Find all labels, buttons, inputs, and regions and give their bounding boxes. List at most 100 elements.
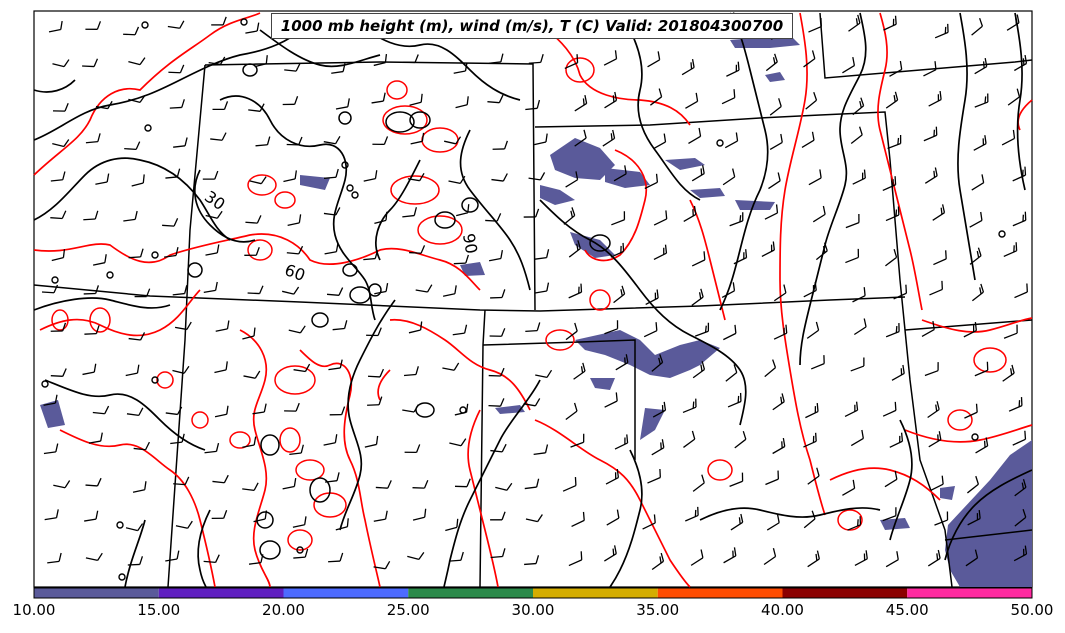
wind-barb	[692, 361, 706, 379]
wind-barb	[95, 173, 110, 185]
wind-barb	[765, 53, 778, 72]
wind-barb	[848, 14, 861, 32]
wind-barb	[967, 475, 980, 494]
wind-barb	[489, 328, 506, 337]
wind-barb	[807, 550, 820, 568]
wind-barb	[924, 362, 939, 377]
wind-barb	[602, 129, 616, 147]
wind-barb	[249, 176, 267, 185]
wind-barb	[490, 548, 506, 559]
wind-barb	[488, 367, 505, 377]
wind-barb	[850, 126, 863, 145]
wind-barb	[534, 249, 550, 260]
wind-barb	[615, 354, 629, 371]
wind-barb	[812, 205, 826, 223]
wind-barb	[525, 99, 541, 111]
wind-barb	[204, 442, 220, 454]
wind-barb	[765, 470, 780, 486]
wind-barb	[764, 359, 777, 378]
wind-barb	[525, 514, 543, 523]
wind-barb	[768, 172, 781, 190]
wind-barb	[603, 50, 618, 66]
wind-barb	[282, 477, 297, 490]
wind-barb	[172, 365, 190, 374]
wind-barb	[803, 510, 816, 529]
wind-barb	[1012, 166, 1027, 182]
wind-barb	[565, 402, 578, 421]
wind-barb	[325, 472, 340, 483]
wind-barb	[721, 89, 736, 105]
wind-barb	[170, 433, 185, 445]
wind-barb	[167, 20, 185, 29]
wind-barb	[729, 472, 744, 487]
wind-barb	[288, 325, 306, 334]
wind-barb	[885, 323, 900, 338]
wind-barb	[363, 250, 379, 261]
wind-barb	[803, 281, 817, 298]
wind-barb	[974, 361, 989, 377]
wind-barb	[933, 250, 947, 266]
wind-barb	[173, 137, 188, 148]
wind-barb	[571, 511, 585, 527]
wind-barb	[85, 477, 102, 487]
wind-barb	[565, 322, 578, 341]
wind-barb	[373, 561, 391, 570]
wind-barb	[410, 132, 425, 145]
wind-barb	[725, 364, 738, 382]
wind-barb	[773, 284, 787, 302]
wind-barb	[364, 435, 379, 448]
wind-barb	[328, 552, 344, 563]
wind-barb	[131, 174, 145, 187]
wind-barb	[613, 285, 626, 304]
wind-barb	[248, 554, 264, 565]
wind-barb	[289, 444, 304, 456]
wind-barb	[292, 516, 307, 528]
colorbar-tick-label: 35.00	[636, 601, 680, 619]
wind-barb	[1008, 397, 1023, 412]
wind-barb	[928, 431, 942, 448]
wind-barb	[885, 206, 900, 222]
wind-barb	[172, 285, 188, 296]
wind-barb	[41, 284, 59, 294]
wind-barb	[374, 211, 388, 225]
wind-barb	[803, 50, 816, 68]
wind-barb	[524, 478, 540, 490]
colorbar-tick-label: 20.00	[262, 601, 305, 619]
wind-barb	[44, 509, 59, 521]
wind-barb	[174, 321, 192, 331]
wind-barb	[95, 100, 113, 110]
wind-barb	[126, 407, 144, 417]
wind-barb	[929, 280, 943, 296]
wind-barb	[523, 398, 541, 407]
wind-barb	[882, 401, 897, 417]
colorbar-segment	[34, 588, 159, 598]
wind-barb	[287, 214, 302, 227]
wind-barb	[367, 396, 383, 406]
wind-barb	[83, 285, 100, 295]
wind-barb	[444, 136, 462, 145]
wind-barb	[492, 140, 509, 150]
wind-barb	[173, 476, 190, 486]
wind-barb	[927, 549, 941, 567]
wind-barb	[885, 551, 899, 568]
wind-barb	[455, 96, 469, 109]
wind-barb	[128, 94, 146, 104]
wind-barb	[248, 103, 265, 112]
wind-barb	[647, 468, 661, 484]
wind-barb	[375, 480, 392, 489]
wind-barb	[923, 61, 937, 77]
wind-barb	[729, 212, 744, 227]
wind-barb	[124, 141, 141, 151]
wind-barb	[773, 324, 788, 340]
wind-barb	[214, 361, 228, 374]
wind-barb	[852, 169, 866, 185]
wind-barb	[889, 432, 904, 448]
wind-barb	[803, 432, 817, 448]
wind-barb	[562, 477, 577, 492]
wind-barb	[47, 552, 62, 564]
wind-barb	[442, 285, 457, 297]
wind-barb	[211, 16, 227, 26]
wind-barb	[255, 136, 271, 147]
wind-barb	[845, 214, 860, 229]
wind-barb	[854, 550, 868, 566]
